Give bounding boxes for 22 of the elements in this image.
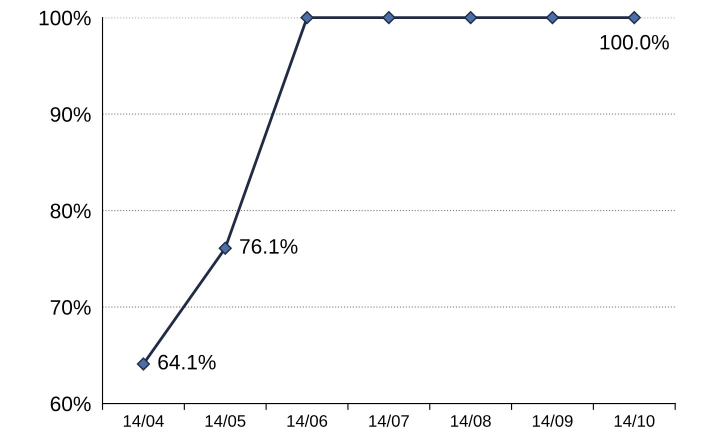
y-tick-label: 100% bbox=[40, 10, 91, 26]
point bbox=[218, 242, 232, 255]
y-tick-label: 70% bbox=[50, 300, 91, 315]
data-label: 76.1% bbox=[240, 239, 298, 254]
x-tick-label: 14/09 bbox=[532, 414, 573, 427]
point bbox=[382, 11, 396, 24]
point bbox=[464, 11, 478, 24]
y-tick-label: 60% bbox=[50, 396, 91, 412]
x-tick-label: 14/06 bbox=[287, 414, 328, 427]
x-tick-label: 14/07 bbox=[369, 414, 409, 427]
data-label: 100.0% bbox=[600, 34, 669, 50]
y-tick-label: 80% bbox=[50, 204, 91, 218]
x-tick-label: 14/04 bbox=[124, 414, 164, 427]
point bbox=[136, 357, 150, 371]
point bbox=[546, 11, 560, 24]
x-tick-label: 14/05 bbox=[206, 414, 246, 427]
point bbox=[300, 11, 314, 24]
point bbox=[628, 11, 641, 24]
data-label: 64.1% bbox=[158, 354, 216, 370]
x-tick-label: 14/08 bbox=[451, 414, 491, 427]
x-tick-label: 14/10 bbox=[614, 414, 654, 427]
y-tick-label: 90% bbox=[50, 107, 91, 122]
